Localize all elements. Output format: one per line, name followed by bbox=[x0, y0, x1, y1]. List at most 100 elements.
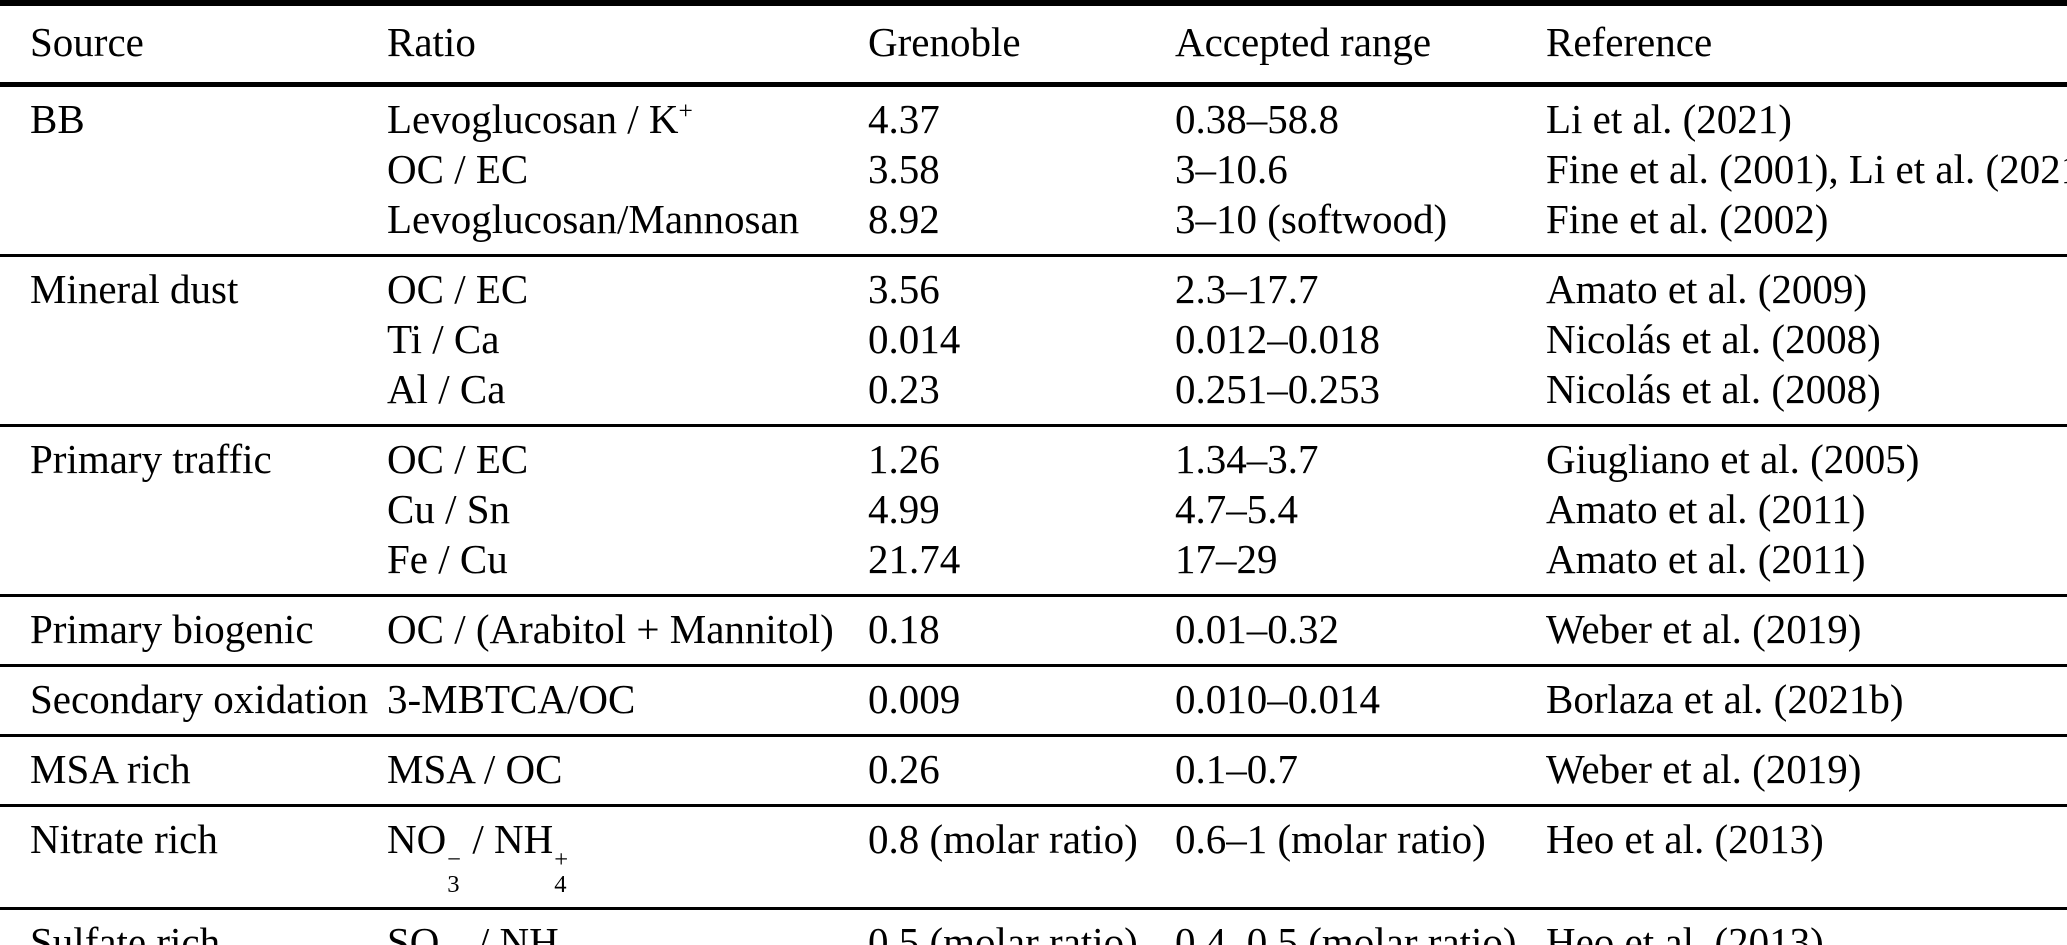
cell-grenoble: 4.99 bbox=[868, 486, 940, 533]
cell-ratio: NO −3 / NH +4 bbox=[387, 806, 868, 908]
cell-reference: Weber et al. (2019) bbox=[1546, 606, 1862, 653]
ratio-text: Ti / Ca bbox=[387, 316, 500, 363]
cell-reference: Weber et al. (2019) bbox=[1546, 746, 1862, 793]
table-section-nitrate-rich: Nitrate rich NO −3 / NH +4 0.8 (molar ratio)… bbox=[0, 806, 2067, 909]
cell-reference: Nicolás et al. (2008) bbox=[1546, 316, 1881, 363]
ratio-text: NO bbox=[387, 816, 447, 863]
table-row: Fe / Cu 21.74 17–29 Amato et al. (2011) bbox=[0, 534, 2067, 596]
ion-charge-stack: +4 bbox=[554, 846, 569, 898]
cell-grenoble: 21.74 bbox=[868, 536, 961, 583]
column-header-source: Source bbox=[30, 19, 144, 65]
cell-grenoble: 1.26 bbox=[868, 436, 940, 483]
table-row: Primary traffic OC / EC 1.26 1.34–3.7 Giugli… bbox=[0, 426, 2067, 485]
cell-accepted-range: 4.7–5.4 bbox=[1175, 486, 1298, 533]
cell-reference: Nicolás et al. (2008) bbox=[1546, 366, 1881, 413]
table-row: Nitrate rich NO −3 / NH +4 0.8 (molar ratio)… bbox=[0, 806, 2067, 908]
table-row: Secondary oxidation 3-MBTCA/OC 0.009 0.010–… bbox=[0, 666, 2067, 736]
cell-reference: Fine et al. (2002) bbox=[1546, 196, 1829, 243]
cell-ratio: Ti / Ca bbox=[387, 314, 868, 364]
cell-reference: Heo et al. (2013) bbox=[1546, 918, 1824, 945]
cell-accepted-range: 0.38–58.8 bbox=[1175, 96, 1339, 143]
cell-accepted-range: 0.251–0.253 bbox=[1175, 366, 1380, 413]
ratio-text: Fe / Cu bbox=[387, 536, 508, 583]
ratio-text: OC / EC bbox=[387, 436, 529, 483]
ratio-text: / NH bbox=[467, 918, 559, 945]
cell-accepted-range: 0.012–0.018 bbox=[1175, 316, 1380, 363]
cell-source: MSA rich bbox=[30, 746, 191, 793]
cell-grenoble: 8.92 bbox=[868, 196, 940, 243]
cell-grenoble: 3.58 bbox=[868, 146, 940, 193]
cell-accepted-range: 3–10.6 bbox=[1175, 146, 1288, 193]
cell-accepted-range: 3–10 (softwood) bbox=[1175, 196, 1448, 243]
cell-reference: Amato et al. (2009) bbox=[1546, 266, 1868, 313]
cell-grenoble: 3.56 bbox=[868, 266, 940, 313]
cell-reference: Amato et al. (2011) bbox=[1546, 536, 1866, 583]
cell-source: Sulfate rich bbox=[30, 918, 221, 945]
cell-source: Mineral dust bbox=[30, 266, 239, 313]
cell-ratio: MSA / OC bbox=[387, 736, 868, 806]
column-header-reference: Reference bbox=[1546, 19, 1713, 65]
cell-source: Primary biogenic bbox=[30, 606, 314, 653]
ratio-text: Levoglucosan / K bbox=[387, 96, 679, 143]
cell-ratio: Levoglucosan / K+ bbox=[387, 85, 868, 145]
cell-accepted-range: 0.010–0.014 bbox=[1175, 676, 1380, 723]
cell-ratio: SO2−4 / NH+4 bbox=[387, 908, 868, 945]
table-section-mineral-dust: Mineral dust OC / EC 3.56 2.3–17.7 Amato et … bbox=[0, 256, 2067, 426]
table-row: Levoglucosan/Mannosan 8.92 3–10 (softwood)… bbox=[0, 194, 2067, 256]
table-section-primary-biogenic: Primary biogenic OC / (Arabitol + Mannito… bbox=[0, 596, 2067, 666]
table-row: OC / EC 3.58 3–10.6 Fine et al. (2001), Li … bbox=[0, 144, 2067, 194]
ion-index: 3 bbox=[447, 870, 460, 898]
cell-accepted-range: 0.6–1 (molar ratio) bbox=[1175, 816, 1486, 863]
table-row: Sulfate rich SO2−4 / NH+40.5 (molar ratio… bbox=[0, 908, 2067, 945]
cell-grenoble: 4.37 bbox=[868, 96, 940, 143]
table-row: BB Levoglucosan / K+ 4.37 0.38–58.8 Li et al… bbox=[0, 85, 2067, 145]
cell-ratio: OC / EC bbox=[387, 256, 868, 315]
table-header: Source Ratio Grenoble Accepted range Ref… bbox=[0, 3, 2067, 85]
table-row: Al / Ca 0.23 0.251–0.253 Nicolás et al. (20… bbox=[0, 364, 2067, 426]
cell-reference: Giugliano et al. (2005) bbox=[1546, 436, 1920, 483]
cell-ratio: OC / EC bbox=[387, 426, 868, 485]
table-row: Cu / Sn 4.99 4.7–5.4 Amato et al. (2011) bbox=[0, 484, 2067, 534]
ratio-text: MSA / OC bbox=[387, 746, 563, 793]
cell-grenoble: 0.009 bbox=[868, 676, 961, 723]
cell-grenoble: 0.26 bbox=[868, 746, 940, 793]
cell-ratio: OC / EC bbox=[387, 144, 868, 194]
table-section-bb: BB Levoglucosan / K+ 4.37 0.38–58.8 Li et al… bbox=[0, 85, 2067, 256]
cell-grenoble: 0.5 (molar ratio) bbox=[868, 918, 1138, 945]
cell-source: Secondary oxidation bbox=[30, 676, 369, 723]
ratio-text: OC / EC bbox=[387, 266, 529, 313]
ratio-text: 3-MBTCA/OC bbox=[387, 676, 636, 723]
table-row: Primary biogenic OC / (Arabitol + Mannito… bbox=[0, 596, 2067, 666]
table-section-primary-traffic: Primary traffic OC / EC 1.26 1.34–3.7 Giugli… bbox=[0, 426, 2067, 596]
cell-accepted-range: 0.01–0.32 bbox=[1175, 606, 1339, 653]
cell-reference: Fine et al. (2001), Li et al. (2021) bbox=[1546, 146, 2067, 193]
cell-accepted-range: 17–29 bbox=[1175, 536, 1278, 583]
ratio-text: Levoglucosan/Mannosan bbox=[387, 196, 800, 243]
ion-superscript: + bbox=[678, 97, 693, 126]
ion-index: 4 bbox=[554, 870, 567, 898]
cell-ratio: Fe / Cu bbox=[387, 534, 868, 596]
table-section-sulfate-rich: Sulfate rich SO2−4 / NH+40.5 (molar ratio… bbox=[0, 908, 2067, 945]
table-row: Ti / Ca 0.014 0.012–0.018 Nicolás et al. (2… bbox=[0, 314, 2067, 364]
column-header-accepted-range: Accepted range bbox=[1175, 19, 1432, 65]
ratio-text: Al / Ca bbox=[387, 366, 506, 413]
table-section-msa-rich: MSA rich MSA / OC 0.26 0.1–0.7 Weber et al. … bbox=[0, 736, 2067, 806]
column-header-ratio: Ratio bbox=[387, 19, 476, 65]
cell-source: Nitrate rich bbox=[30, 816, 218, 863]
cell-reference: Amato et al. (2011) bbox=[1546, 486, 1866, 533]
cell-ratio: Levoglucosan/Mannosan bbox=[387, 194, 868, 256]
ion-charge: + bbox=[554, 846, 569, 874]
cell-reference: Heo et al. (2013) bbox=[1546, 816, 1824, 863]
cell-grenoble: 0.18 bbox=[868, 606, 940, 653]
column-header-grenoble: Grenoble bbox=[868, 19, 1021, 65]
ratio-text: OC / (Arabitol + Mannitol) bbox=[387, 606, 834, 653]
cell-reference: Borlaza et al. (2021b) bbox=[1546, 676, 1904, 723]
cell-source: BB bbox=[30, 96, 85, 143]
cell-ratio: OC / (Arabitol + Mannitol) bbox=[387, 596, 868, 666]
cell-grenoble: 0.014 bbox=[868, 316, 961, 363]
ratio-text: Cu / Sn bbox=[387, 486, 511, 533]
ion-charge-stack: −3 bbox=[447, 848, 461, 898]
cell-grenoble: 0.23 bbox=[868, 366, 940, 413]
